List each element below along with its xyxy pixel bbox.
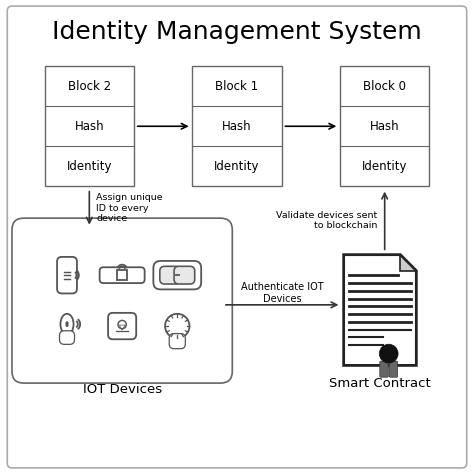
Circle shape [165, 314, 190, 338]
Bar [340, 66, 429, 186]
FancyBboxPatch shape [57, 257, 77, 293]
Text: IOT Devices: IOT Devices [82, 383, 162, 396]
FancyBboxPatch shape [108, 313, 136, 339]
Polygon shape [344, 255, 416, 365]
Text: Validate devices sent
to blockchain: Validate devices sent to blockchain [276, 211, 378, 230]
Ellipse shape [61, 314, 73, 335]
Text: Smart Contract: Smart Contract [329, 377, 431, 390]
FancyBboxPatch shape [7, 6, 467, 468]
Text: Hash: Hash [222, 120, 252, 133]
Text: Identity Management System: Identity Management System [52, 20, 422, 44]
Text: Block 2: Block 2 [68, 80, 111, 93]
FancyBboxPatch shape [380, 361, 388, 377]
Circle shape [66, 322, 68, 324]
Text: Assign unique
ID to every
device: Assign unique ID to every device [96, 193, 163, 223]
Bar [45, 66, 134, 186]
FancyBboxPatch shape [100, 267, 145, 283]
Text: Identity: Identity [362, 160, 408, 173]
FancyBboxPatch shape [60, 331, 74, 344]
Bar [192, 66, 282, 186]
Text: Block 1: Block 1 [216, 80, 258, 93]
FancyBboxPatch shape [169, 334, 185, 349]
FancyBboxPatch shape [12, 218, 232, 383]
Bar [117, 270, 128, 281]
FancyBboxPatch shape [174, 266, 195, 284]
Circle shape [379, 344, 398, 363]
Text: Hash: Hash [370, 120, 400, 133]
Text: Identity: Identity [66, 160, 112, 173]
Text: Block 0: Block 0 [363, 80, 406, 93]
Text: Authenticate IOT
Devices: Authenticate IOT Devices [241, 283, 323, 304]
Text: Hash: Hash [74, 120, 104, 133]
Text: Identity: Identity [214, 160, 260, 173]
FancyBboxPatch shape [160, 266, 181, 284]
Polygon shape [401, 255, 416, 271]
FancyBboxPatch shape [389, 361, 398, 377]
Circle shape [66, 323, 68, 325]
FancyBboxPatch shape [154, 261, 201, 290]
Circle shape [66, 324, 68, 327]
